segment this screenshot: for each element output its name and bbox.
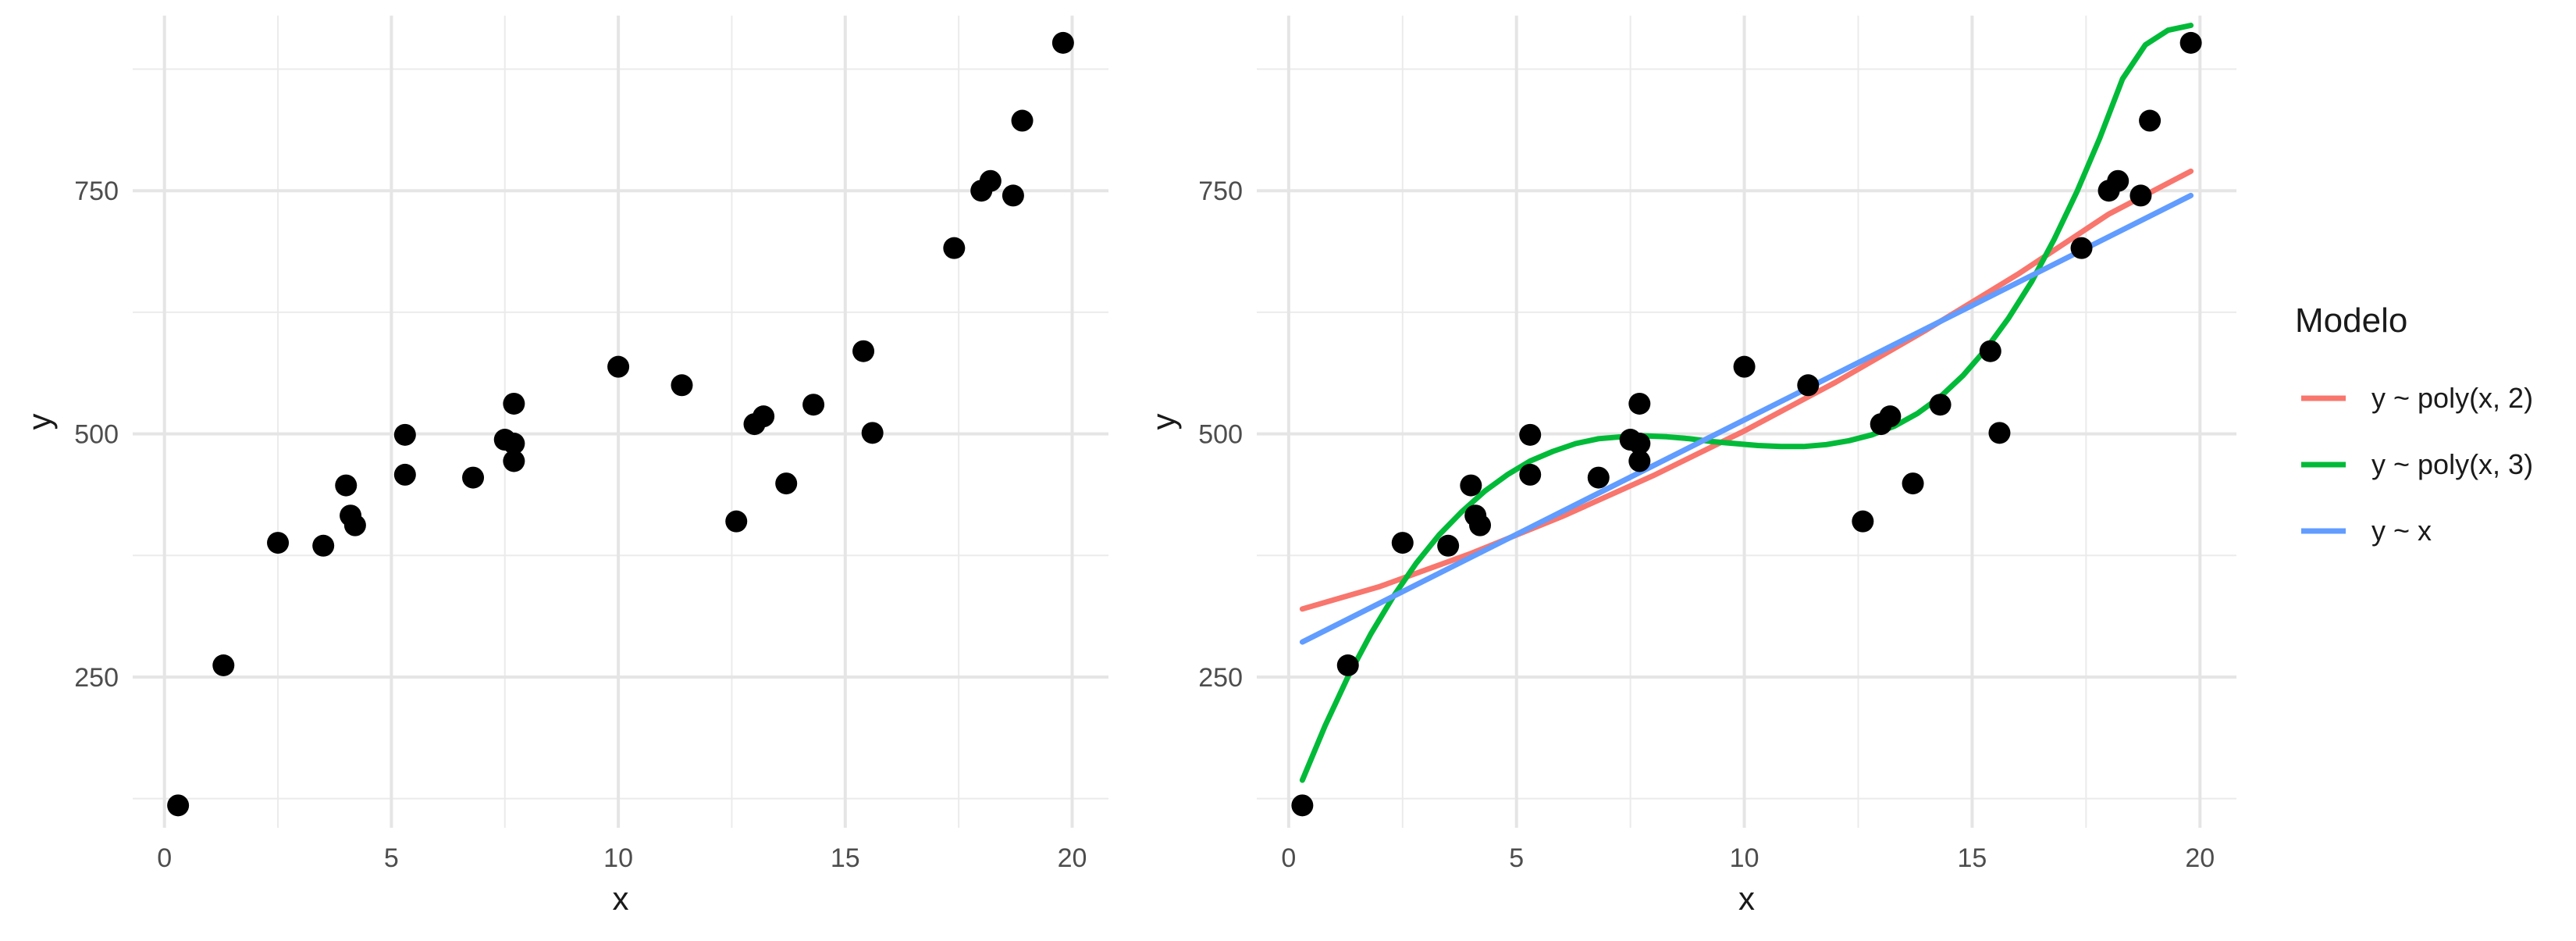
x-tick-label: 0 [1281,843,1296,873]
data-point [1519,423,1542,446]
data-point [1437,534,1460,557]
data-point [861,422,884,444]
data-point [462,466,485,489]
data-point [802,394,825,416]
legend-label: y ~ poly(x, 3) [2371,448,2533,480]
data-point [1979,340,2001,362]
data-point [943,237,966,259]
data-point [503,450,525,472]
x-axis-title: x [1738,880,1755,917]
data-point [1733,355,1756,378]
y-tick-label: 750 [1198,176,1243,206]
data-point [1879,405,1902,428]
data-point [2139,109,2161,132]
data-point [393,463,416,486]
data-point [1587,466,1610,489]
data-point [607,355,630,378]
x-tick-label: 20 [2185,843,2215,873]
data-point [1929,394,1952,416]
panel-1: 0 5 10 15 20 250 500 750 x y [21,16,1108,917]
x-tick-label: 15 [1958,843,1987,873]
series-line [1299,23,2194,783]
panel-2: 0 5 10 15 20 250 500 750 x y [1145,16,2236,917]
y-tick-label: 500 [74,420,119,450]
data-point [1628,450,1651,472]
data-point [212,654,235,676]
data-point [1628,392,1651,415]
data-point [343,514,366,536]
data-point [335,474,358,497]
data-point [1051,31,1074,54]
data-point [1519,463,1542,486]
series-line [1299,192,2194,645]
y-axis-title: y [1145,414,1182,430]
data-point [1628,433,1651,455]
data-point [2129,184,2152,207]
data-point [1460,474,1482,497]
data-point [1291,794,1314,817]
data-point [1469,514,1492,536]
x-tick-label: 15 [831,843,860,873]
data-point [1797,374,1820,397]
data-point [1391,532,1414,554]
data-point [775,472,798,495]
data-point [1011,109,1034,132]
y-tick-label: 250 [1198,663,1243,693]
data-point [167,794,190,817]
data-point [1902,472,1924,495]
data-point [393,423,416,446]
legend-title: Modelo [2295,301,2407,340]
data-point [312,534,335,557]
data-point [671,374,693,397]
y-axis-title: y [21,414,58,430]
x-tick-label: 20 [1058,843,1087,873]
x-tick-label: 5 [384,843,399,873]
x-tick-label: 10 [1730,843,1759,873]
x-axis-title: x [613,880,629,917]
data-point [1336,654,1359,676]
data-point [503,392,525,415]
legend: Modelo y ~ poly(x, 2) y ~ poly(x, 3) y ~ x [2295,301,2533,547]
data-point [979,169,1002,192]
y-tick-label: 250 [74,663,119,693]
data-point [1002,184,1024,207]
x-tick-label: 0 [157,843,172,873]
data-point [1852,510,1874,533]
data-point [725,510,748,533]
data-point [1988,422,2011,444]
data-point [852,340,875,362]
data-point [503,433,525,455]
data-point [267,532,290,554]
legend-label: y ~ x [2371,515,2432,547]
x-tick-label: 5 [1509,843,1524,873]
data-point [753,405,775,428]
data-point [2070,237,2093,259]
legend-label: y ~ poly(x, 2) [2371,382,2533,414]
data-point [2107,169,2129,192]
data-point [2179,31,2202,54]
y-tick-label: 500 [1198,420,1243,450]
x-tick-label: 10 [603,843,633,873]
y-tick-label: 750 [74,176,119,206]
